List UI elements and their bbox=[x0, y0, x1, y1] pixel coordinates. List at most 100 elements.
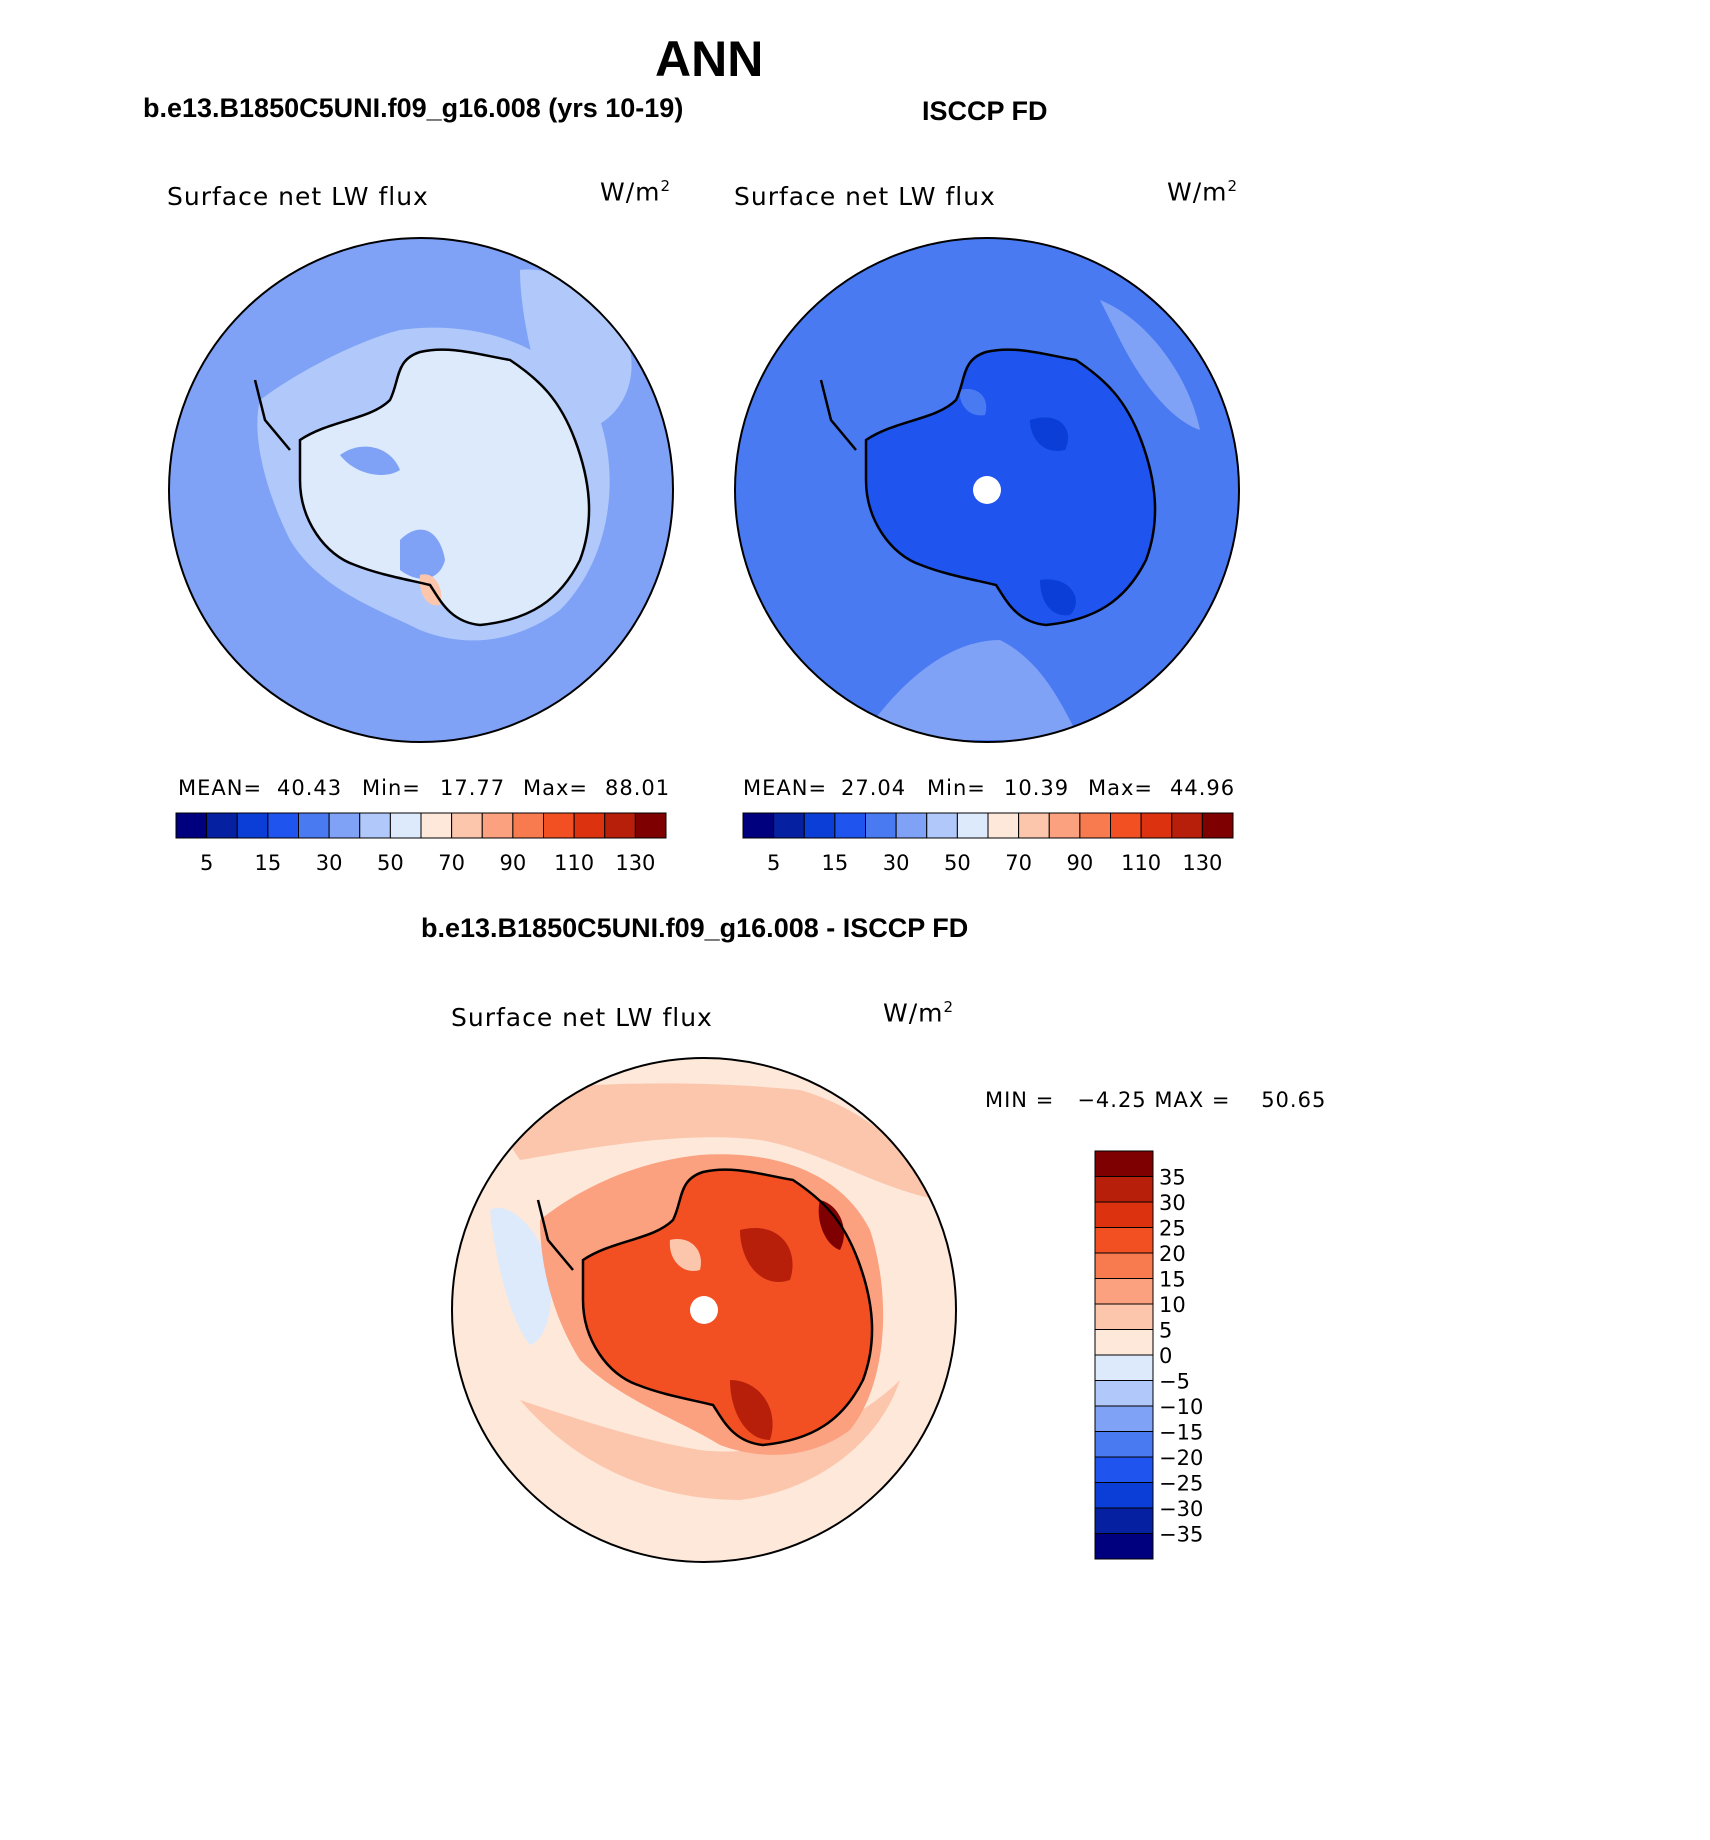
right-ocean-light-east bbox=[1100, 300, 1200, 430]
right-colorbar-tick-label: 130 bbox=[1182, 851, 1222, 875]
diff-colorbar-tick-label: −30 bbox=[1159, 1497, 1203, 1521]
diff-colorbar-swatch bbox=[1094, 1380, 1154, 1407]
right-map-border bbox=[734, 237, 1240, 743]
diff-minmax-label: MIN = −4.25 MAX = 50.65 bbox=[985, 1088, 1327, 1112]
right-colorbar-swatch bbox=[1140, 812, 1173, 839]
right-colorbar: 5 15 30 50 70 90 110 130 bbox=[742, 812, 1234, 875]
right-pole-hole bbox=[973, 476, 1001, 504]
left-colorbar-swatch bbox=[604, 812, 636, 839]
left-colorbar-swatch bbox=[420, 812, 453, 839]
left-coastline bbox=[253, 348, 591, 627]
diff-colorbar-tick-label: 35 bbox=[1159, 1166, 1186, 1190]
right-antarctica-fill bbox=[866, 349, 1156, 625]
diff-colorbar-tick-label: 20 bbox=[1159, 1242, 1186, 1266]
right-variable-label: Surface net LW flux bbox=[734, 182, 996, 211]
diff-colorbar-swatch bbox=[1094, 1201, 1154, 1228]
right-colorbar-swatch bbox=[895, 812, 928, 839]
diff-colorbar-tick-label: 5 bbox=[1159, 1319, 1172, 1343]
right-colorbar-tick-label: 90 bbox=[1067, 851, 1094, 875]
right-colorbar-swatch bbox=[865, 812, 897, 839]
right-colorbar-swatch bbox=[1171, 812, 1203, 839]
right-mean-value: 27.04 bbox=[841, 776, 907, 800]
diff-ocean-orange-south bbox=[520, 1380, 900, 1500]
left-weddell-shelf bbox=[340, 446, 400, 475]
right-colorbar-tick-label: 110 bbox=[1121, 851, 1161, 875]
left-colorbar-swatch bbox=[451, 812, 483, 839]
right-colorbar-swatch bbox=[987, 812, 1020, 839]
left-warm-spot bbox=[419, 574, 442, 606]
left-polar-map bbox=[168, 237, 674, 743]
right-colorbar-tick-label: 5 bbox=[767, 851, 780, 875]
left-colorbar-swatch bbox=[267, 812, 299, 839]
diff-colorbar-swatch bbox=[1094, 1354, 1154, 1381]
right-min-label: Min= bbox=[927, 776, 986, 800]
left-colorbar-tick-label: 110 bbox=[554, 851, 594, 875]
right-colorbar-swatch bbox=[1079, 812, 1111, 839]
diff-map-border bbox=[451, 1057, 957, 1563]
right-colorbar-swatch bbox=[1201, 812, 1234, 839]
left-units-label: W/m2 bbox=[600, 177, 672, 207]
diff-colorbar-swatch bbox=[1094, 1303, 1154, 1330]
right-colorbar-swatch bbox=[742, 812, 775, 839]
left-colorbar-tick-label: 5 bbox=[200, 851, 213, 875]
left-colorbar-swatch bbox=[328, 812, 361, 839]
diff-coastline bbox=[536, 1168, 874, 1447]
left-colorbar-tick-label: 90 bbox=[500, 851, 527, 875]
left-colorbar-swatch bbox=[359, 812, 391, 839]
right-min-value: 10.39 bbox=[1004, 776, 1070, 800]
right-light-patch bbox=[959, 389, 987, 416]
diff-pole-hole bbox=[690, 1296, 718, 1324]
left-colorbar-swatch bbox=[573, 812, 606, 839]
diff-colorbar-swatch bbox=[1094, 1456, 1154, 1483]
diff-colorbar-swatch bbox=[1094, 1482, 1154, 1509]
left-colorbar-swatch bbox=[481, 812, 514, 839]
left-colorbar-swatch bbox=[634, 812, 667, 839]
right-colorbar-swatch bbox=[1048, 812, 1081, 839]
left-max-label: Max= bbox=[523, 776, 589, 800]
right-colorbar-swatch bbox=[834, 812, 866, 839]
diff-variable-label: Surface net LW flux bbox=[451, 1003, 713, 1032]
right-units-label: W/m2 bbox=[1167, 177, 1239, 207]
right-mean-label: MEAN= bbox=[743, 776, 828, 800]
diff-colorbar-swatch bbox=[1094, 1278, 1154, 1305]
left-colorbar-swatch bbox=[298, 812, 330, 839]
right-colorbar-swatch bbox=[1018, 812, 1050, 839]
diff-colorbar-tick-label: −10 bbox=[1159, 1395, 1203, 1419]
diff-colorbar-tick-label: 15 bbox=[1159, 1268, 1186, 1292]
diff-colorbar-tick-label: −20 bbox=[1159, 1446, 1203, 1470]
diff-colorbar-tick-label: −15 bbox=[1159, 1421, 1203, 1445]
left-max-value: 88.01 bbox=[605, 776, 671, 800]
right-colorbar-swatch bbox=[956, 812, 989, 839]
left-panel-title: b.e13.B1850C5UNI.f09_g16.008 (yrs 10-19) bbox=[143, 93, 684, 123]
right-colorbar-tick-label: 50 bbox=[944, 851, 971, 875]
diff-colorbar-swatch bbox=[1094, 1533, 1154, 1560]
left-mean-label: MEAN= bbox=[178, 776, 263, 800]
right-dark-patch-2 bbox=[1040, 579, 1076, 616]
right-colorbar-swatch bbox=[773, 812, 805, 839]
left-mean-value: 40.43 bbox=[277, 776, 343, 800]
right-colorbar-swatch bbox=[926, 812, 958, 839]
left-colorbar-swatch bbox=[389, 812, 422, 839]
diff-polar-map bbox=[451, 1057, 957, 1563]
diff-colorbar-swatch bbox=[1094, 1227, 1154, 1254]
left-colorbar-swatch bbox=[175, 812, 208, 839]
diff-colorbar-tick-label: −5 bbox=[1159, 1370, 1190, 1394]
diff-colorbar-swatch bbox=[1094, 1252, 1154, 1279]
right-colorbar-tick-label: 15 bbox=[822, 851, 849, 875]
left-colorbar-tick-label: 50 bbox=[377, 851, 404, 875]
diff-colorbar-swatch bbox=[1094, 1329, 1154, 1356]
left-colorbar: 5 15 30 50 70 90 110 130 bbox=[175, 812, 667, 875]
diff-antarctica-fill bbox=[583, 1169, 873, 1445]
diff-colorbar-swatch bbox=[1094, 1507, 1154, 1534]
diff-dark-patch-1 bbox=[740, 1228, 793, 1282]
diff-dark-patch-3 bbox=[818, 1200, 844, 1250]
left-min-value: 17.77 bbox=[440, 776, 506, 800]
left-colorbar-swatch bbox=[512, 812, 544, 839]
left-min-label: Min= bbox=[362, 776, 421, 800]
right-polar-map bbox=[734, 237, 1240, 743]
diff-units-label: W/m2 bbox=[883, 998, 955, 1028]
left-variable-label: Surface net LW flux bbox=[167, 182, 429, 211]
right-max-value: 44.96 bbox=[1170, 776, 1236, 800]
right-colorbar-swatch bbox=[803, 812, 836, 839]
right-coastline bbox=[819, 348, 1157, 627]
